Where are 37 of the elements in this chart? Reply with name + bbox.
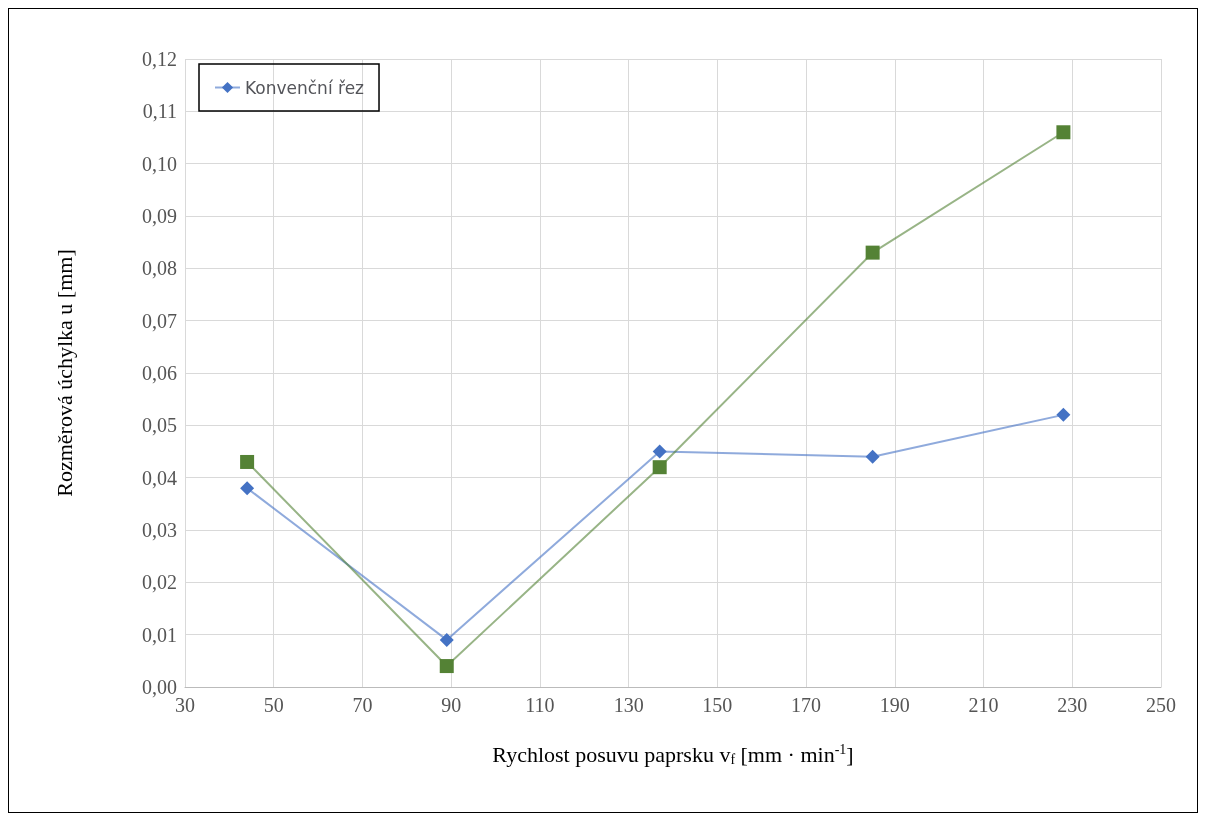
x-tick-label: 30 <box>175 694 195 716</box>
y-tick-label: 0,03 <box>142 519 177 541</box>
y-tick-label: 0,08 <box>142 257 177 280</box>
legend-label: Konvenční řez <box>245 77 365 98</box>
point <box>240 454 255 469</box>
point <box>652 444 667 459</box>
x-tick-label: 70 <box>352 694 373 716</box>
y-tick-label: 0,10 <box>142 152 177 175</box>
x-tick-label: 90 <box>441 694 462 716</box>
y-tick-label: 0,02 <box>142 571 177 594</box>
y-tick-label: 0,12 <box>142 48 177 70</box>
y-tick-label: 0,04 <box>142 466 177 489</box>
x-tick-label: 150 <box>702 694 733 716</box>
point <box>652 460 667 475</box>
y-axis-title: Rozměrová úchylka u [mm] <box>51 249 77 497</box>
x-tick-label: 110 <box>525 694 555 716</box>
y-tick-label: 0,11 <box>142 100 177 123</box>
y-tick-label: 0,06 <box>142 362 177 384</box>
y-tick-label: 0,07 <box>142 309 177 332</box>
y-tick-label: 0,00 <box>142 676 177 698</box>
x-tick-label: 130 <box>613 694 644 716</box>
x-tick-label: 50 <box>263 694 284 716</box>
x-tick-label: 210 <box>968 694 999 716</box>
x-tick-label: 230 <box>1057 694 1088 716</box>
point <box>439 632 454 647</box>
point <box>1056 125 1071 140</box>
x-tick-label: 190 <box>879 694 910 716</box>
point <box>240 481 255 496</box>
y-tick-label: 0,09 <box>142 205 177 227</box>
point <box>865 449 880 464</box>
x-tick-label: 170 <box>791 694 822 716</box>
point <box>439 659 454 674</box>
x-tick-label: 250 <box>1146 694 1176 716</box>
point <box>1056 407 1071 422</box>
point <box>865 245 880 260</box>
y-tick-label: 0,05 <box>142 414 177 437</box>
y-tick-label: 0,01 <box>142 623 177 646</box>
